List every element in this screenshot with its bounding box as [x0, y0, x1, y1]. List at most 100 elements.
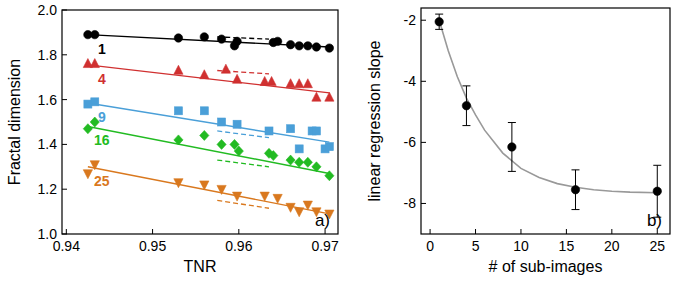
error-cap	[508, 171, 516, 172]
y-tick	[62, 99, 67, 100]
x-tick-label: 10	[513, 238, 529, 254]
data-point	[312, 127, 320, 135]
data-point	[200, 107, 208, 115]
data-point	[269, 151, 278, 161]
x-tick	[520, 229, 521, 234]
fit-curve	[439, 20, 657, 193]
data-point	[233, 37, 241, 45]
data-point	[221, 64, 230, 73]
y-tick-label: -8	[404, 195, 417, 211]
error-cap	[571, 209, 579, 210]
data-point	[217, 185, 226, 194]
data-point	[653, 187, 661, 195]
y-tick-label: 1.0	[38, 226, 58, 242]
plot-frame	[62, 10, 338, 234]
data-point	[90, 59, 99, 68]
data-point	[325, 44, 333, 52]
data-point	[295, 79, 304, 88]
fit-line	[88, 65, 330, 93]
x-tick-label: 0.96	[225, 238, 252, 254]
plot-frame	[421, 8, 670, 234]
x-tick-label: 15	[559, 238, 575, 254]
x-tick-label: 0	[426, 238, 434, 254]
error-bar	[508, 123, 516, 172]
x-tick	[475, 229, 476, 234]
plot-area	[83, 30, 334, 219]
data-point	[200, 181, 209, 190]
fit-line	[88, 126, 330, 173]
data-point	[174, 107, 182, 115]
data-point	[217, 35, 225, 43]
x-tick-label: 20	[604, 238, 620, 254]
series-label: 4	[98, 71, 106, 87]
data-point	[200, 33, 208, 41]
data-point	[325, 143, 333, 151]
y-tick	[421, 203, 426, 204]
y-tick-label: -4	[404, 73, 417, 89]
x-tick	[566, 229, 567, 234]
error-cap	[571, 169, 579, 170]
data-point	[312, 92, 321, 101]
y-tick-label: 1.6	[38, 92, 58, 108]
panel-label: a)	[315, 211, 330, 230]
data-point	[83, 124, 92, 134]
y-tick	[62, 54, 67, 55]
x-tick	[611, 229, 612, 234]
data-point	[286, 203, 295, 212]
data-point	[91, 98, 99, 106]
data-point	[295, 145, 303, 153]
error-cap	[653, 165, 661, 166]
error-cap	[435, 14, 443, 15]
data-point	[267, 76, 276, 85]
x-tick	[66, 229, 67, 234]
error-cap	[508, 122, 516, 123]
y-tick-label: 1.8	[38, 47, 58, 63]
y-tick	[62, 144, 67, 145]
series-label: 16	[94, 132, 110, 148]
y-tick	[421, 142, 426, 143]
error-bar	[571, 170, 579, 210]
data-point	[174, 65, 183, 74]
data-point	[295, 42, 303, 50]
fit-line	[88, 103, 330, 142]
data-point	[174, 179, 183, 188]
series-label: 9	[98, 109, 106, 125]
chart-1: 0510152025-8-6-4-2# of sub-imageslinear …	[366, 8, 670, 275]
chart-0: 0.940.950.960.971.01.21.41.61.82.0TNRFra…	[6, 2, 339, 275]
dashed-line	[217, 200, 269, 208]
data-point	[304, 42, 312, 50]
data-point	[83, 170, 92, 179]
y-tick	[421, 20, 426, 21]
x-tick-label: 5	[472, 238, 480, 254]
x-tick	[430, 229, 431, 234]
data-point	[260, 192, 269, 201]
data-point	[295, 208, 304, 217]
data-point	[571, 186, 579, 194]
y-tick-label: -6	[404, 134, 417, 150]
error-bar	[435, 14, 443, 29]
dashed-line	[217, 131, 269, 138]
data-point	[325, 171, 334, 181]
data-point	[273, 194, 282, 203]
y-tick	[421, 81, 426, 82]
series-label: 25	[94, 173, 110, 189]
data-point	[90, 161, 99, 170]
figure: 0.940.950.960.971.01.21.41.61.82.0TNRFra…	[0, 0, 682, 287]
data-point	[295, 157, 304, 167]
data-point	[286, 41, 294, 49]
y-tick-label: 2.0	[38, 2, 58, 18]
y-axis-label: Fractal dimension	[6, 59, 23, 185]
x-tick-label: 0.97	[311, 238, 338, 254]
x-axis-label: # of sub-images	[489, 258, 603, 275]
data-point	[435, 18, 443, 26]
data-point	[232, 74, 241, 83]
x-tick	[238, 229, 239, 234]
data-point	[312, 43, 320, 51]
data-point	[200, 70, 209, 79]
y-tick-label: -2	[404, 12, 417, 28]
data-point	[91, 30, 99, 38]
data-point	[303, 157, 312, 167]
data-point	[462, 102, 470, 110]
y-axis-label: linear regression slope	[366, 40, 383, 201]
y-tick-label: 1.4	[38, 136, 58, 152]
